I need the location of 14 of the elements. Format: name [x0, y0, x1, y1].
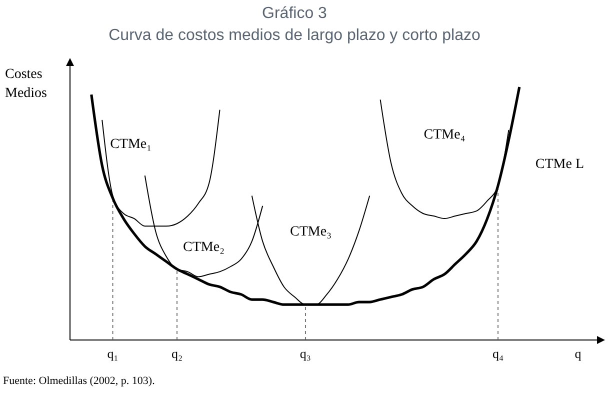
chart-subtitle: Curva de costos medios de largo plazo y corto plazo [108, 27, 480, 44]
text: CTMe L [535, 156, 584, 172]
x-tick-label: q₄ [492, 346, 504, 361]
x-tick-label: q₁ [107, 346, 118, 361]
source-note: Fuente: Olmedillas (2002, p. 103). [3, 375, 156, 387]
x-tick-label: q₂ [171, 346, 183, 361]
y-axis-title: Costes Medios [5, 67, 47, 101]
x-axis-title: q [574, 346, 582, 361]
text: CTMe₄ [424, 128, 466, 143]
series-label: CTMe₂ [183, 240, 225, 255]
series-label: CTMe₃ [290, 224, 332, 240]
series-label: CTMe₁ [110, 136, 152, 152]
chart-title: Gráfico 3 [262, 5, 328, 22]
x-tick-label: q₃ [300, 346, 311, 361]
